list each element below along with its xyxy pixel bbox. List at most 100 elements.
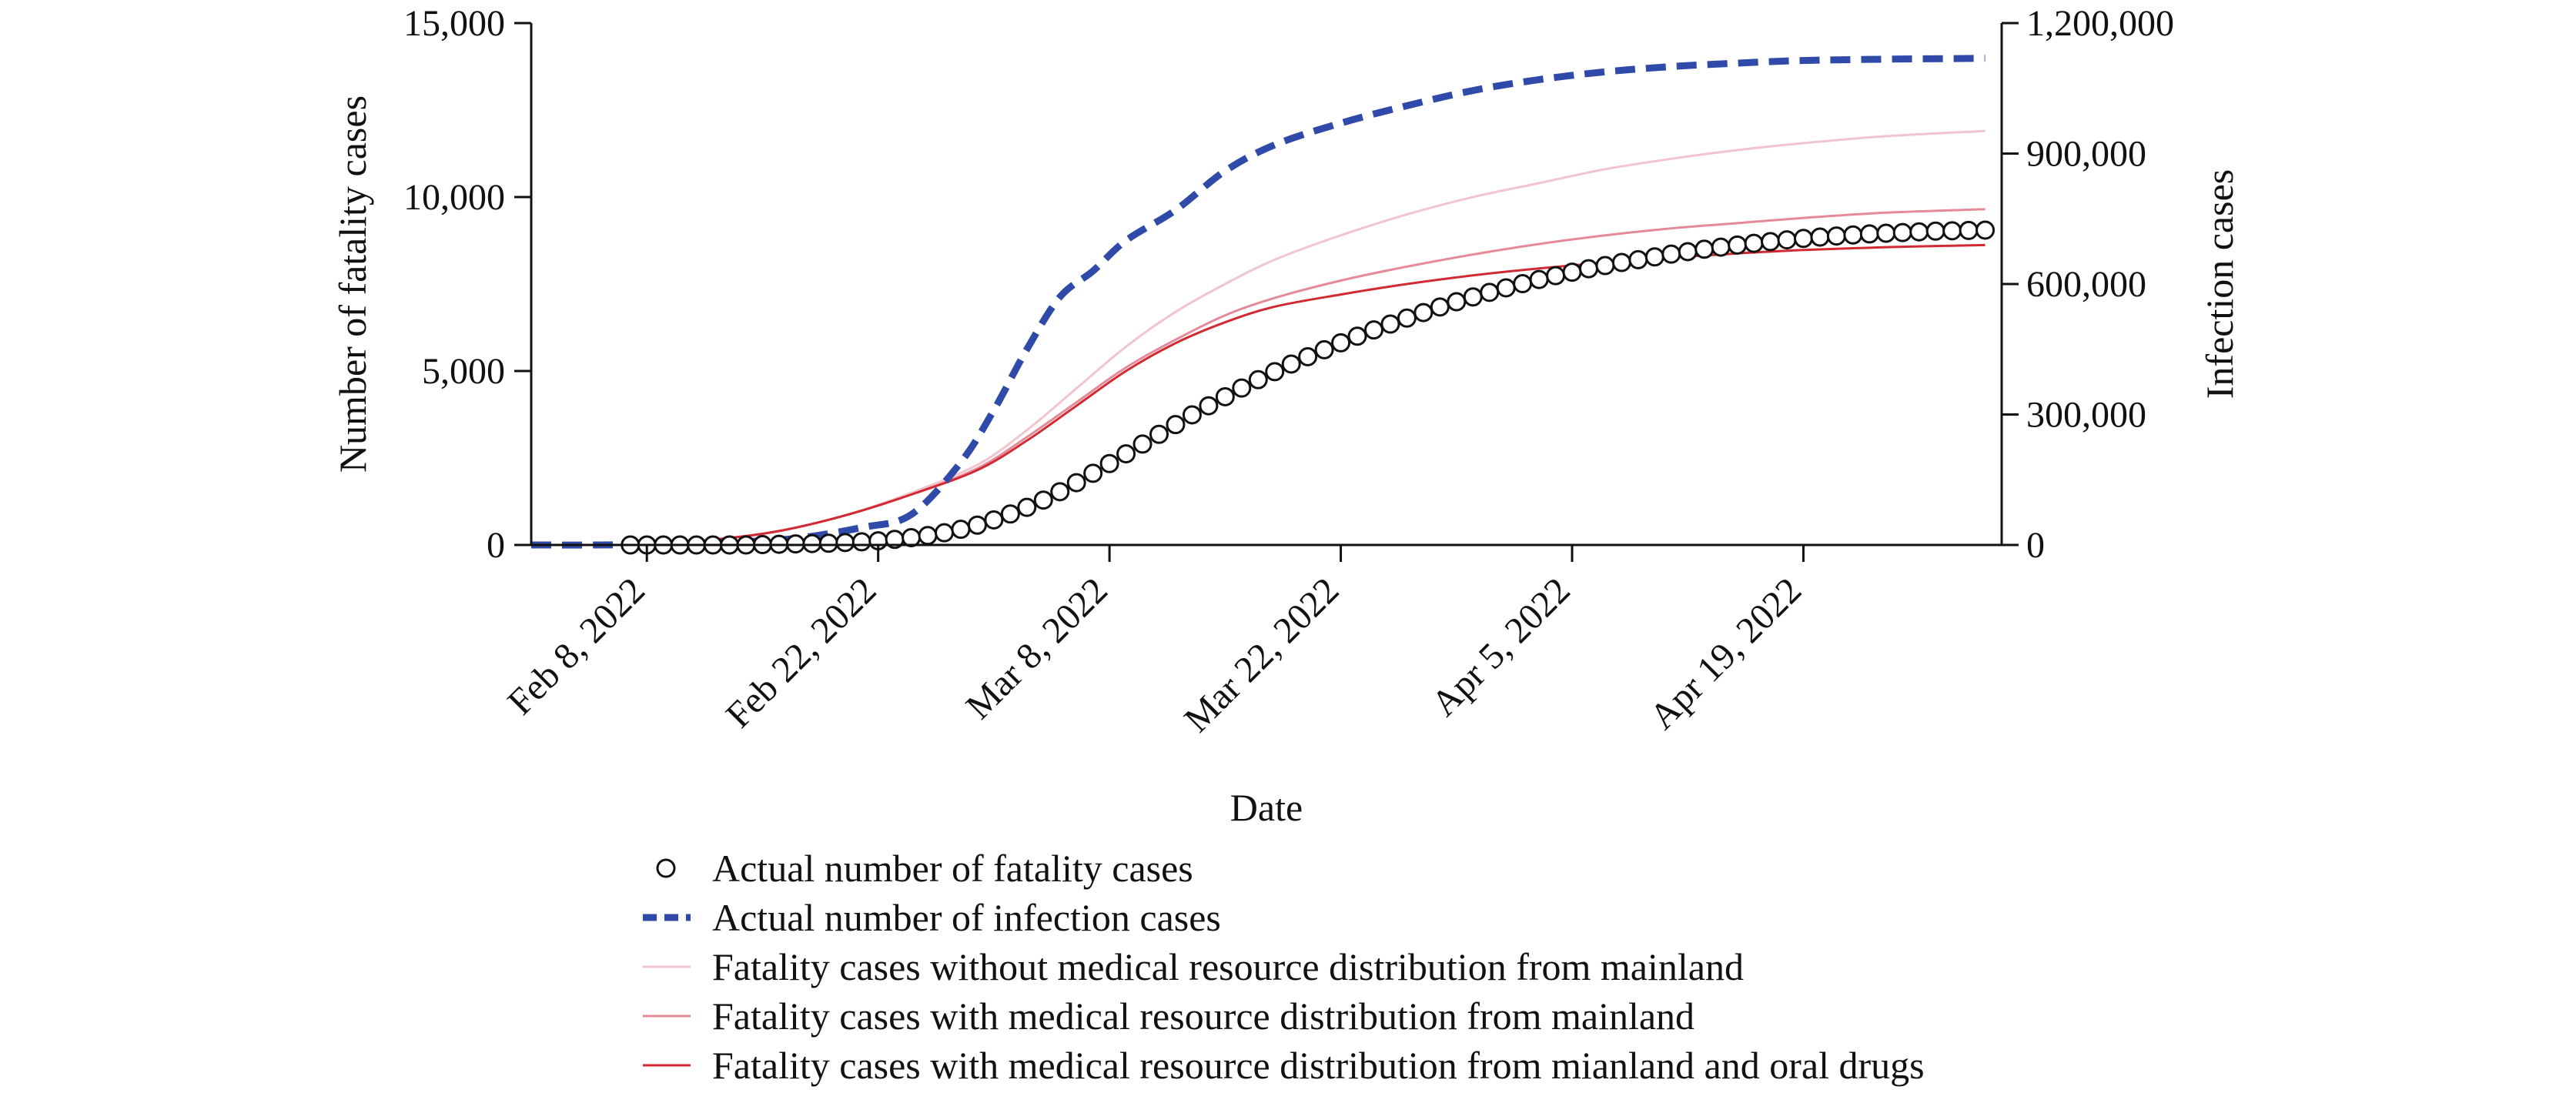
data-point <box>1083 463 1103 483</box>
data-point <box>935 523 955 543</box>
data-point <box>1314 339 1334 359</box>
legend-item: Actual number of infection cases <box>643 896 1221 939</box>
data-point <box>1050 482 1070 502</box>
y-left-tick-label: 5,000 <box>422 351 505 392</box>
y-right-tick-label: 600,000 <box>2026 264 2146 305</box>
data-point <box>1959 220 1979 240</box>
data-point <box>1000 504 1020 524</box>
data-point <box>835 533 855 553</box>
data-point <box>1529 269 1549 289</box>
legend-label: Actual number of infection cases <box>712 896 1221 939</box>
x-ticks: Feb 8, 2022 Feb 22, 2022 Mar 8, 2022 Mar 22… <box>500 545 1809 740</box>
y-left-tick-label: 15,000 <box>403 3 505 44</box>
data-point <box>1793 229 1813 249</box>
x-tick-label: Mar 8, 2022 <box>958 570 1116 727</box>
data-point <box>1975 220 1996 240</box>
data-point <box>1033 490 1053 510</box>
data-point <box>967 515 987 535</box>
data-point <box>1678 242 1698 262</box>
data-point <box>1149 424 1169 444</box>
data-point <box>1380 314 1400 334</box>
series-line-actual-number-of-infection-cases <box>530 55 1986 549</box>
data-point <box>1777 230 1797 250</box>
y-right-tick-label: 1,200,000 <box>2026 3 2174 44</box>
data-point <box>1810 227 1830 247</box>
data-point <box>1017 497 1037 517</box>
data-point <box>1876 223 1896 243</box>
y-left-tick-label: 10,000 <box>403 177 505 218</box>
y-right-tick-label: 300,000 <box>2026 395 2146 436</box>
y-right-ticks: 0 300,000 600,000 900,000 1,200,000 <box>2002 3 2174 566</box>
data-point <box>1182 405 1202 425</box>
y-axis-right-title: Infection cases <box>2198 169 2241 399</box>
x-tick-label: Mar 22, 2022 <box>1176 570 1347 740</box>
data-point <box>1430 297 1450 317</box>
data-point <box>1761 232 1781 252</box>
data-point <box>951 520 971 540</box>
data-point <box>1694 239 1715 259</box>
series-line-fatality-cases-with-medical-resource-distribution-from-mianland-and-oral-drugs <box>647 243 1986 546</box>
data-point <box>1925 221 1945 241</box>
data-point <box>1463 287 1483 307</box>
data-point <box>1859 224 1879 244</box>
data-point <box>802 533 822 553</box>
data-point <box>1644 247 1664 267</box>
data-point <box>1843 225 1863 245</box>
data-point <box>1496 278 1516 298</box>
y-left-ticks: 0 5,000 10,000 15,000 <box>403 3 531 566</box>
data-point <box>1363 320 1383 340</box>
data-point <box>1826 226 1846 246</box>
data-point <box>1562 262 1582 282</box>
legend-swatch <box>656 858 676 878</box>
data-point <box>1942 221 1962 241</box>
data-point <box>1546 266 1566 286</box>
plot-area <box>530 55 1996 555</box>
data-point <box>918 526 938 546</box>
legend-label: Fatality cases with medical resource dis… <box>712 994 1694 1038</box>
x-tick-label: Feb 22, 2022 <box>718 570 885 736</box>
data-point <box>1066 473 1086 493</box>
data-point <box>1199 396 1219 416</box>
x-axis-title: Date <box>1230 786 1303 829</box>
legend-label: Actual number of fatality cases <box>712 847 1193 890</box>
data-point <box>1397 308 1417 328</box>
data-point <box>818 533 838 553</box>
data-point <box>984 510 1004 530</box>
y-axis-left-title: Number of fatality cases <box>331 95 374 473</box>
legend-item: Actual number of fatality cases <box>656 847 1193 890</box>
data-point <box>1413 302 1434 323</box>
data-point <box>1099 453 1119 473</box>
data-point <box>1744 233 1764 253</box>
legend-label: Fatality cases without medical resource … <box>712 945 1744 988</box>
series-line-fatality-cases-with-medical-resource-distribution-from-mainland <box>647 208 1986 546</box>
data-point <box>1281 354 1301 374</box>
data-point <box>1513 274 1533 294</box>
data-point <box>1215 386 1235 406</box>
data-point <box>1248 369 1268 389</box>
data-point <box>1132 434 1153 454</box>
y-right-tick-label: 0 <box>2026 525 2045 566</box>
data-point <box>1331 333 1351 353</box>
data-point <box>1661 244 1681 264</box>
data-point <box>1116 444 1136 464</box>
data-point <box>1711 237 1731 257</box>
data-point <box>1909 222 1929 242</box>
legend: Actual number of fatality cases Actual nu… <box>643 847 1925 1087</box>
x-tick-label: Apr 19, 2022 <box>1642 570 1810 737</box>
data-point <box>1480 282 1500 302</box>
series-line-fatality-cases-without-medical-resource-distribution-from-mainland <box>647 129 1986 546</box>
legend-item: Fatality cases without medical resource … <box>643 945 1744 988</box>
data-point <box>1728 235 1748 255</box>
data-point <box>1166 415 1186 435</box>
data-point <box>1347 326 1367 346</box>
y-left-tick-label: 0 <box>487 525 505 566</box>
data-point <box>1628 249 1648 269</box>
y-right-tick-label: 900,000 <box>2026 134 2146 175</box>
data-point <box>851 532 871 552</box>
legend-item: Fatality cases with medical resource dis… <box>643 994 1694 1038</box>
data-point <box>1578 259 1598 279</box>
data-point <box>1892 222 1912 242</box>
data-point <box>1595 256 1615 276</box>
series-actual-number-of-fatality-cases <box>621 220 1996 555</box>
x-tick-label: Apr 5, 2022 <box>1423 570 1578 724</box>
